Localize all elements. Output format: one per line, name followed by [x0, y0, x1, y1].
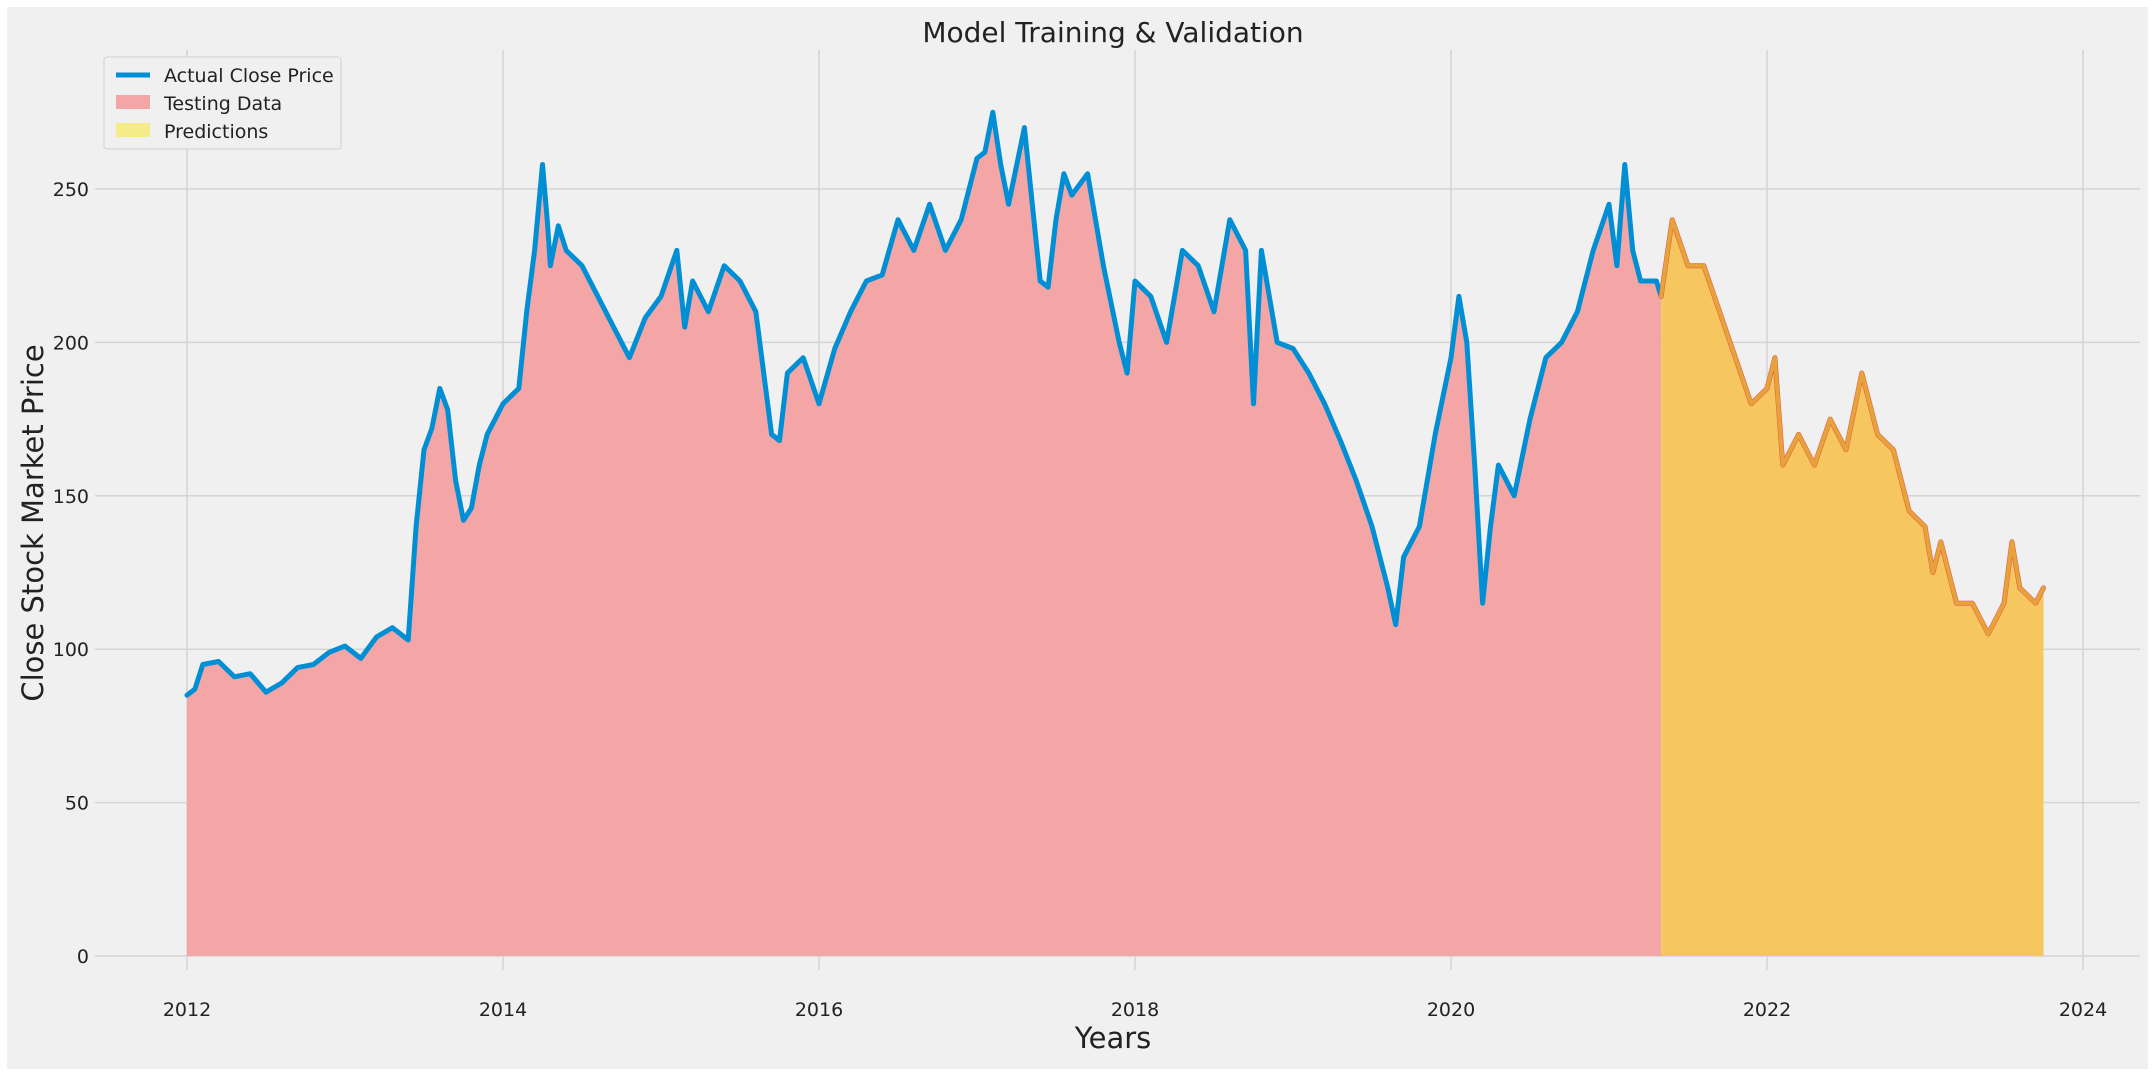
y-tick-label: 250: [53, 179, 89, 201]
x-tick-label: 2014: [479, 999, 527, 1021]
x-tick-label: 2012: [163, 999, 211, 1021]
actual-close-price-line: [184, 109, 1664, 698]
x-tick-label: 2016: [795, 999, 843, 1021]
legend-label-actual: Actual Close Price: [164, 65, 334, 87]
predictions-area: [1661, 219, 2044, 956]
x-tick-label: 2022: [1743, 999, 1791, 1021]
area-fills: [187, 112, 2044, 957]
y-tick-label: 50: [65, 793, 89, 815]
y-tick-label: 0: [77, 946, 89, 968]
y-tick-label: 200: [53, 332, 89, 354]
y-tick-label: 100: [53, 639, 89, 661]
chart-title: Model Training & Validation: [922, 16, 1303, 49]
legend: Actual Close Price Testing Data Predicti…: [103, 56, 342, 150]
y-axis-title: Close Stock Market Price: [16, 344, 50, 701]
legend-swatch-testing: [116, 95, 150, 109]
prediction-line: [1659, 217, 2046, 636]
x-axis-title: Years: [1074, 1021, 1152, 1055]
legend-label-predictions: Predictions: [164, 121, 268, 143]
legend-label-testing: Testing Data: [163, 93, 282, 115]
y-tick-label: 150: [53, 486, 89, 508]
x-tick-label: 2024: [2059, 999, 2107, 1021]
x-tick-label: 2020: [1427, 999, 1475, 1021]
testing-data-area: [187, 112, 1662, 957]
series-lines: [184, 109, 2046, 698]
x-tick-label: 2018: [1111, 999, 1159, 1021]
legend-swatch-predictions: [116, 123, 150, 137]
legend-box: [103, 56, 342, 150]
tick-labels: 0 50 100 150 200 250 2012 2014 2016 2018 2020 2022 2…: [53, 179, 2107, 1021]
